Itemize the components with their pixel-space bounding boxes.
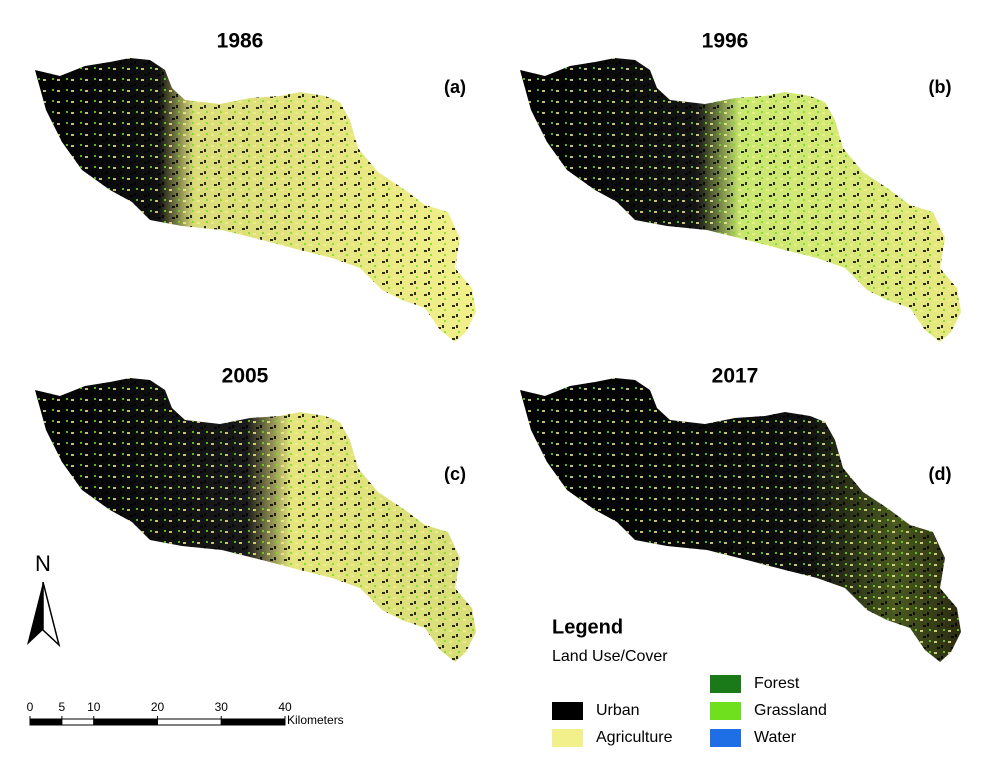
legend-subtitle: Land Use/Cover [552, 648, 668, 665]
map-panels: 1986 (a) 1996 (b) 2005 (c) 2017 (d) [35, 30, 961, 662]
scale-tick-label: 30 [215, 700, 229, 714]
legend-swatch [710, 675, 741, 693]
legend-label: Water [754, 729, 797, 746]
scale-tick-label: 5 [59, 700, 66, 714]
legend-title: Legend [552, 616, 623, 638]
legend-label: Urban [596, 702, 640, 719]
map-panel: 1996 (b) [520, 30, 961, 342]
legend-label: Grassland [754, 702, 827, 719]
north-label: N [35, 551, 51, 576]
legend-swatch [710, 729, 741, 747]
panel-label: (b) [929, 77, 952, 97]
scale-tick-label: 20 [151, 700, 165, 714]
scale-segment [220, 718, 286, 726]
panel-year: 1986 [217, 30, 264, 53]
scale-tick-label: 0 [27, 700, 34, 714]
scale-segment [93, 718, 158, 726]
map-panel: 1986 (a) [35, 30, 476, 342]
map-panel: 2005 (c) [35, 365, 476, 662]
basin-texture [35, 58, 476, 342]
panel-year: 2005 [222, 365, 269, 388]
panel-label: (a) [444, 77, 466, 97]
legend-swatch [552, 702, 583, 720]
scale-tick-label: 10 [87, 700, 101, 714]
map-panel: 2017 (d) [520, 365, 961, 662]
scale-segment [157, 718, 222, 726]
scale-segment [29, 718, 63, 726]
legend-swatch [710, 702, 741, 720]
legend-label: Agriculture [596, 729, 673, 746]
basin-texture [520, 58, 961, 342]
north-arrow: N [27, 551, 61, 648]
legend-label: Forest [754, 675, 800, 692]
scale-unit: Kilometers [287, 713, 344, 727]
legend: Legend Land Use/Cover Urban Agriculture Fo… [552, 616, 827, 747]
panel-year: 1996 [702, 30, 749, 53]
scale-tick-label: 40 [278, 700, 292, 714]
panel-label: (c) [444, 464, 466, 484]
legend-swatch [552, 729, 583, 747]
basin-texture [35, 378, 476, 662]
panel-label: (d) [929, 464, 952, 484]
scale-segment [61, 718, 95, 726]
panel-year: 2017 [712, 365, 759, 388]
